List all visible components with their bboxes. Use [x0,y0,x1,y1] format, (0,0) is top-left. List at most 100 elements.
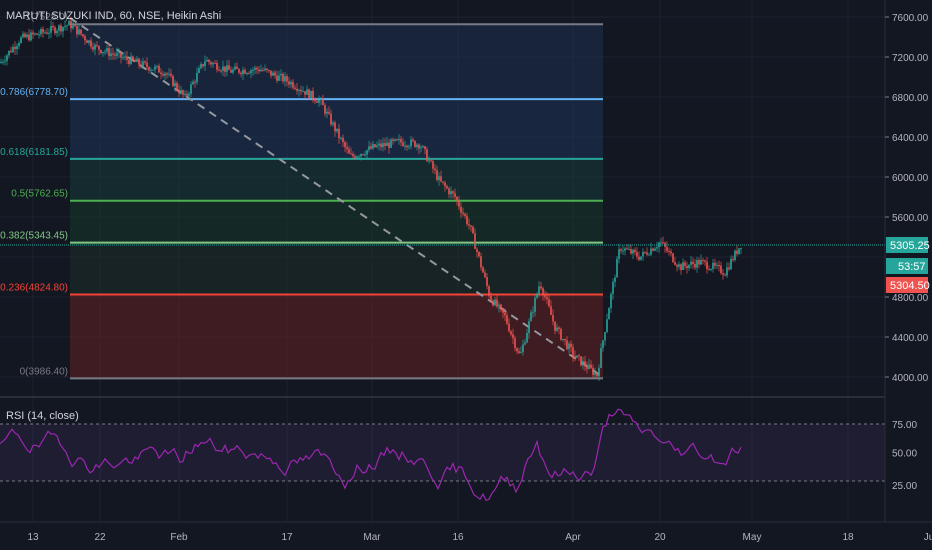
candle-body [608,308,610,320]
candle-body [590,364,592,368]
candle-body [176,82,178,90]
time-tick-label: 18 [842,532,854,543]
candle-body [438,176,440,180]
candle-body [516,348,518,352]
fib-zone [70,24,603,100]
candle-body [496,299,498,307]
candle-body [96,44,98,46]
time-tick-label: 22 [94,532,106,543]
candle-body [126,56,128,60]
candle-body [146,62,148,67]
candle-body [78,29,80,35]
candle-body [512,334,514,339]
candle-body [356,156,358,159]
candle-body [242,69,244,75]
candle-body [620,249,622,251]
fib-retracement-zones [70,24,603,379]
fib-retracement-lines[interactable] [70,23,603,380]
candle-body [4,60,6,62]
candle-body [578,355,580,357]
candle-body [116,53,118,56]
candle-body [474,233,476,249]
candle-body [534,297,536,312]
candle-body [588,364,590,369]
candle-body [630,249,632,254]
candle-body [530,312,532,322]
candle-body [740,247,742,249]
candle-body [672,253,674,263]
candle-body [58,25,60,31]
candle-body [626,248,628,250]
candle-body [606,319,608,333]
rsi-band [0,424,885,481]
candle-body [502,307,504,313]
candle-body [706,261,708,270]
candle-body [594,372,596,375]
candle-body [604,332,606,341]
candle-body [650,248,652,255]
candle-body [60,25,62,32]
candle-body [492,300,494,306]
candle-body [670,251,672,254]
candle-body [548,299,550,307]
candle-body [36,33,38,35]
fib-zone [70,242,603,295]
candle-body [312,90,314,100]
price-tick-label: 6400.00 [892,133,929,144]
candle-body [510,331,512,335]
candle-body [678,264,680,267]
candle-body [258,69,260,72]
candle-body [460,206,462,213]
candle-body [74,25,76,27]
candle-body [728,267,730,270]
candle-body [266,68,268,70]
candle-body [388,142,390,148]
symbol-info[interactable]: MARUTI SUZUKI IND, 60, NSE, Heikin Ashi [6,10,221,22]
candle-body [142,61,144,67]
candle-body [462,212,464,214]
candle-body [156,65,158,67]
candle-body [692,261,694,264]
price-tick-label: 4000.00 [892,373,929,384]
candle-body [20,37,22,43]
candle-body [294,87,296,89]
price-tick-label: 6000.00 [892,173,929,184]
rsi-axis-ticks: 75.00 50.00 25.00 [892,420,917,492]
candle-body [378,143,380,146]
rsi-title[interactable]: RSI (14, close) [6,410,79,422]
candle-body [444,182,446,187]
candle-body [732,259,734,261]
countdown-badge [886,258,928,274]
candle-body [394,139,396,141]
candle-body [736,250,738,254]
candle-body [284,76,286,82]
candle-body [644,251,646,253]
candle-body [154,66,156,70]
candle-body [624,248,626,251]
candle-body [174,82,176,87]
time-axis[interactable]: 13 22 Feb 17 Mar 16 Apr 20 May 18 Ju [27,532,932,543]
candle-body [102,51,104,54]
candle-body [364,154,366,156]
candle-body [420,147,422,149]
candle-body [488,286,490,296]
time-tick-label: 16 [452,532,464,543]
candle-body [464,213,466,216]
price-tick-label: 6800.00 [892,93,929,104]
candle-body [250,70,252,74]
candle-body [110,53,112,57]
candle-body [224,66,226,72]
candle-body [42,29,44,33]
fib-trend-line[interactable] [69,17,604,378]
candle-body [46,32,48,34]
candle-body [314,99,316,102]
candle-body [94,44,96,50]
candle-body [568,343,570,350]
time-tick-label: Apr [565,532,581,543]
rsi-line [0,408,742,502]
candle-body [396,139,398,141]
candle-body [238,68,240,73]
candle-body [178,89,180,94]
time-tick-label: Feb [170,532,188,543]
